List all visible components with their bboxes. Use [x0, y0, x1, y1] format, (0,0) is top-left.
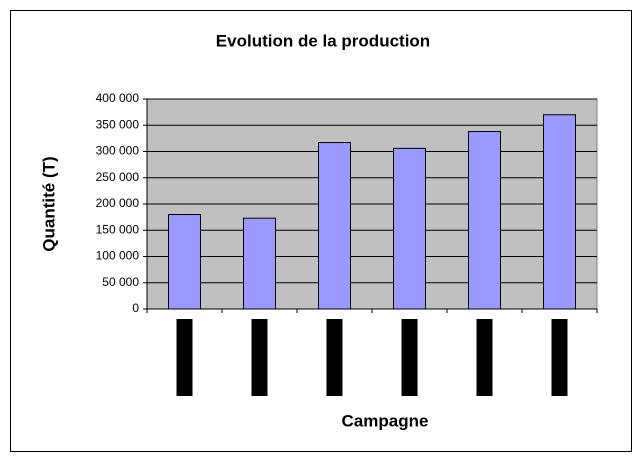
y-tick-label: 150 000 [96, 222, 140, 236]
bar [468, 131, 501, 310]
y-tick-label: 0 [132, 301, 139, 315]
x-axis-label: Campagne [342, 411, 429, 430]
redacted-label [476, 319, 493, 396]
redacted-label [326, 319, 343, 396]
redacted-label [551, 319, 568, 396]
y-axis-label: Quantité (T) [39, 156, 58, 251]
y-tick-label: 200 000 [96, 196, 140, 210]
y-tick-label: 350 000 [96, 117, 140, 131]
y-tick-label: 250 000 [96, 170, 140, 184]
redacted-label [251, 319, 268, 396]
y-tick-label: 50 000 [102, 275, 139, 289]
redacted-label [176, 319, 193, 396]
bar [393, 147, 426, 310]
y-tick-label: 300 000 [96, 144, 140, 158]
redacted-label [401, 319, 418, 396]
bar [243, 217, 276, 310]
bar [318, 142, 351, 310]
chart-title: Evolution de la production [216, 31, 430, 50]
bar [543, 114, 576, 310]
y-tick-label: 100 000 [96, 249, 140, 263]
y-tick-label: 400 000 [96, 91, 140, 105]
bar [168, 214, 201, 310]
